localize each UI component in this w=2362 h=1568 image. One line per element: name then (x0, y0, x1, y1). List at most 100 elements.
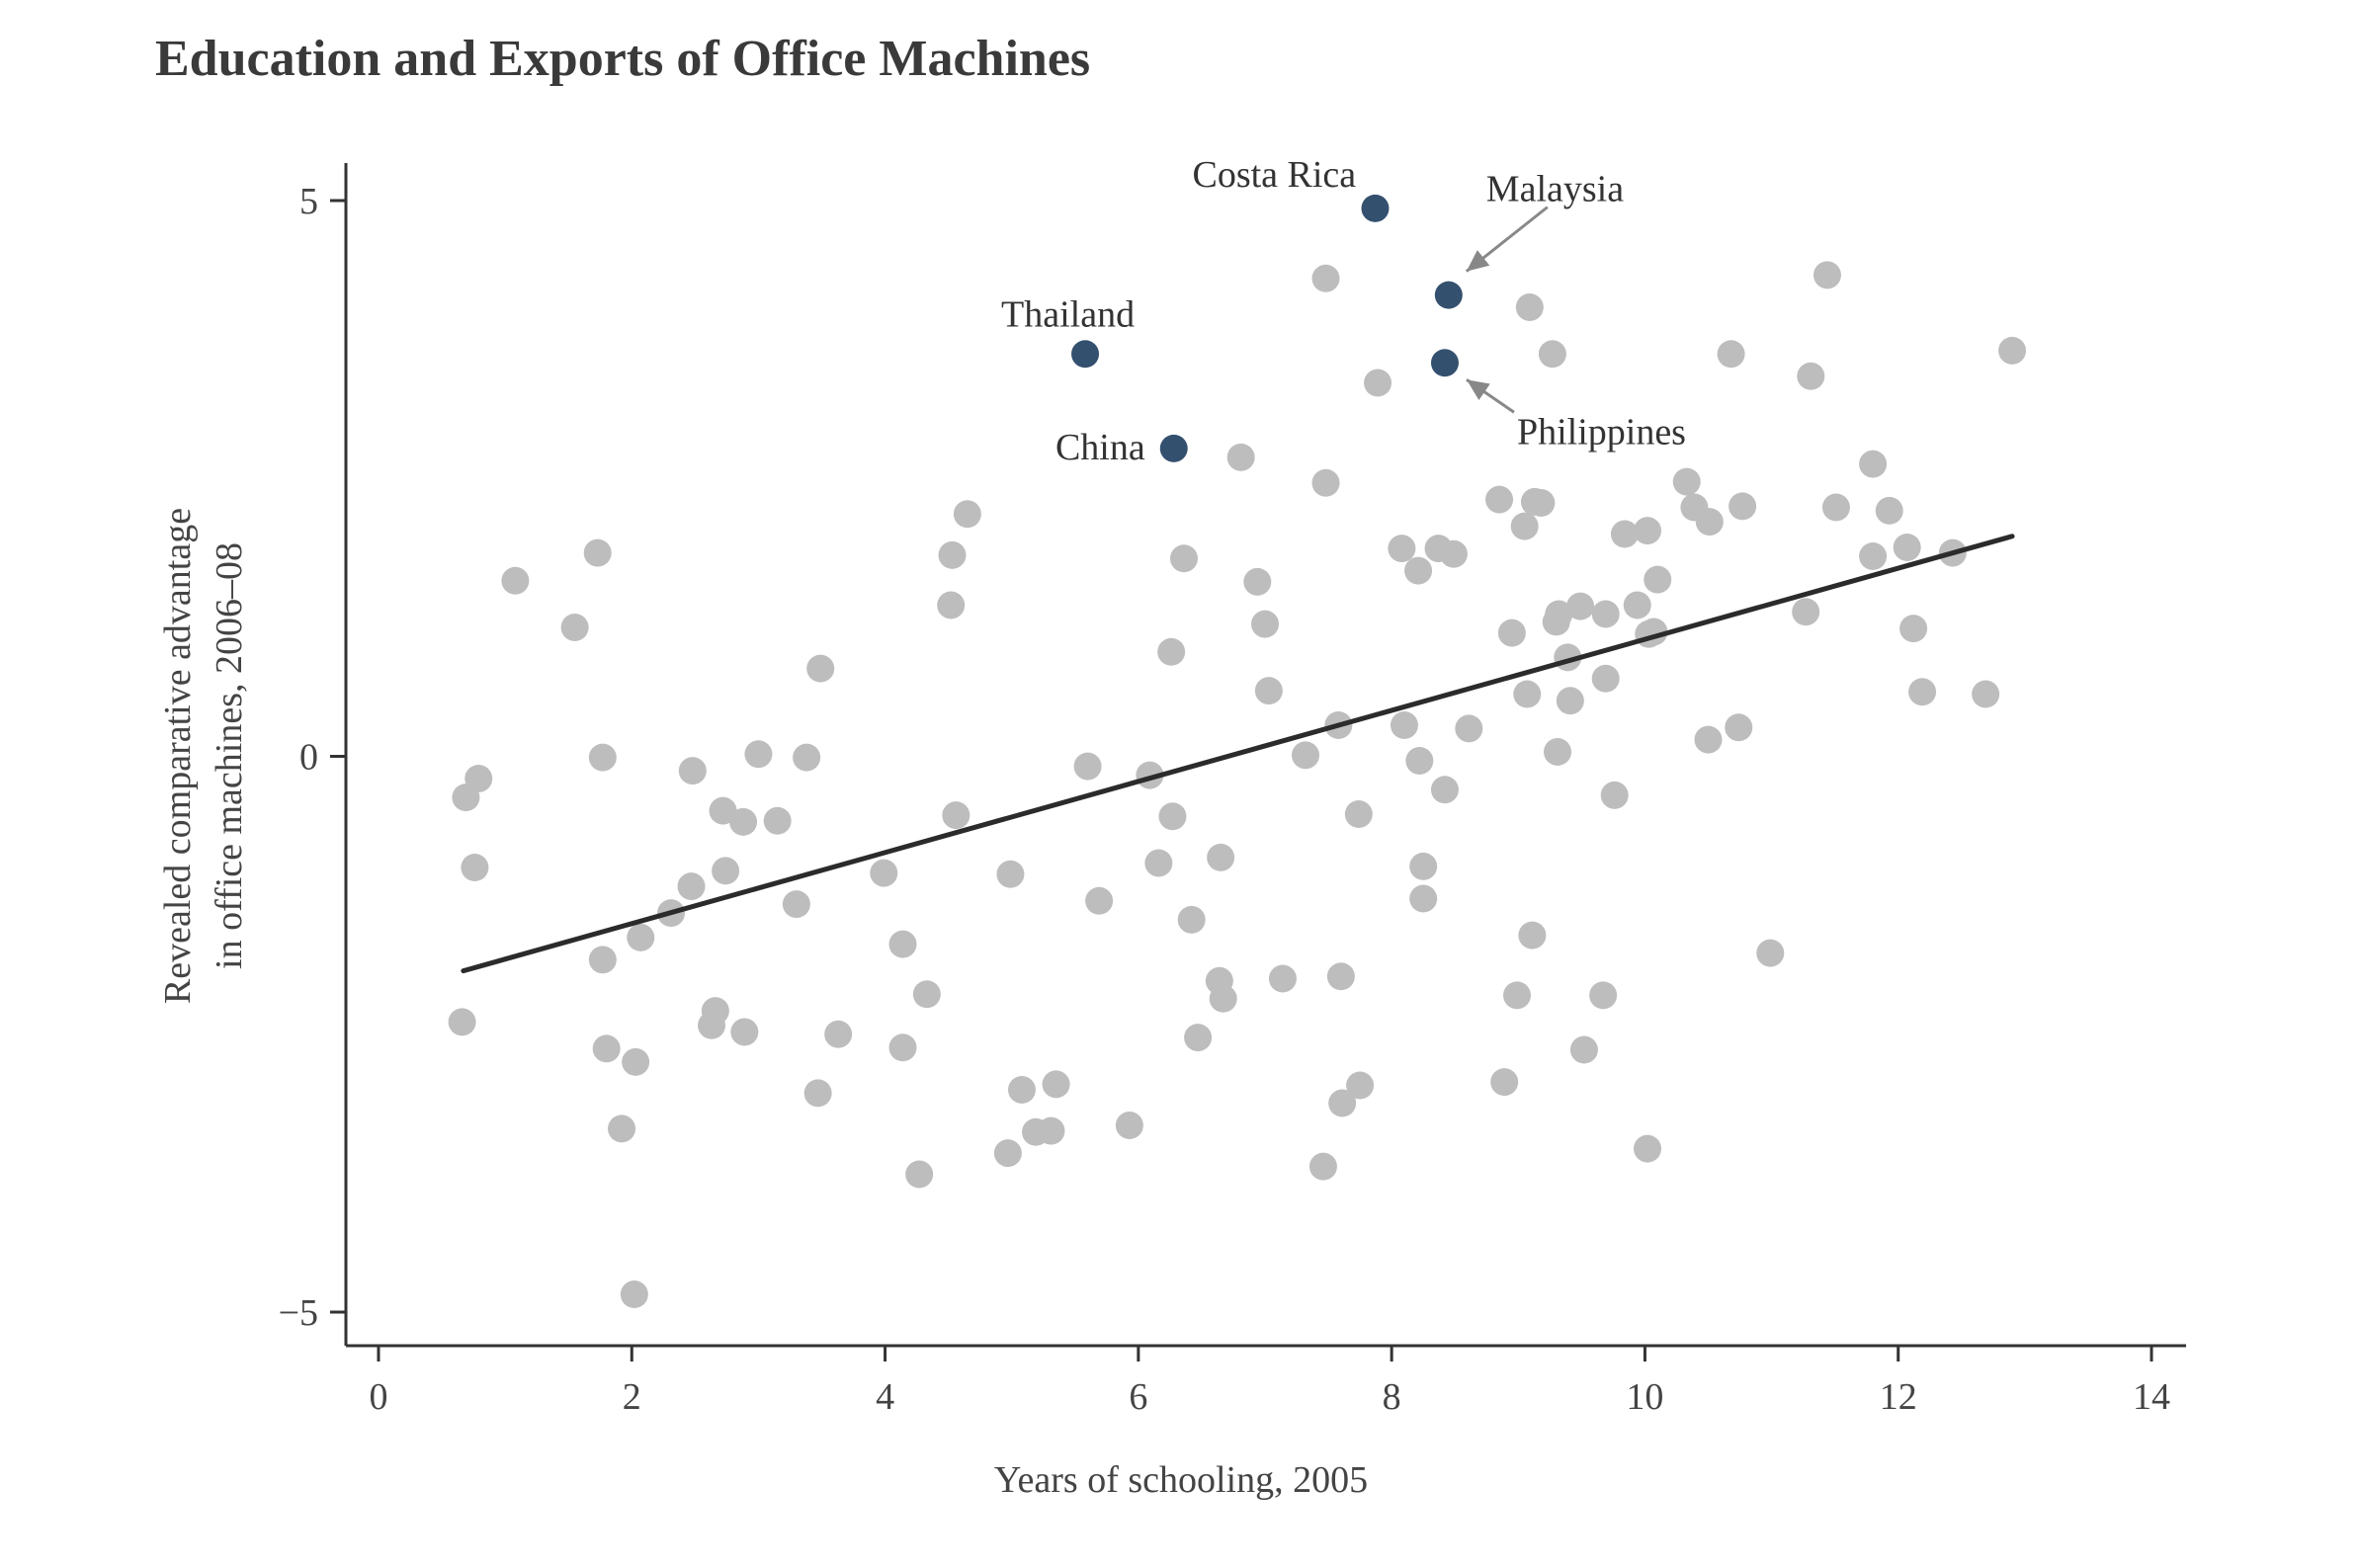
scatter-point (583, 538, 612, 567)
x-tick-label: 12 (1880, 1376, 1917, 1418)
scatter-point (1672, 467, 1701, 496)
scatter-point (1177, 905, 1206, 934)
axes: 0 2 4 6 8 10 12 14 5 0 −5 (279, 163, 2186, 1418)
scatter-point (1717, 340, 1745, 369)
scatter-point (464, 765, 493, 792)
scatter-point (1644, 565, 1672, 594)
scatter-point (937, 591, 966, 619)
highlighted-points (1071, 194, 1463, 462)
annotation-label: Philippines (1517, 411, 1686, 453)
scatter-point (1510, 512, 1539, 540)
scatter-point (622, 1047, 650, 1076)
scatter-point (870, 859, 898, 887)
scatter-point (729, 807, 758, 836)
scatter-point (1439, 539, 1468, 568)
scatter-point (1893, 534, 1921, 561)
scatter-point (888, 930, 917, 958)
scatter-point (709, 796, 737, 825)
scatter-point (1207, 843, 1235, 871)
scatter-point (1695, 508, 1724, 536)
scatter-point (1503, 981, 1532, 1010)
scatter-point (1792, 598, 1820, 626)
scatter-point (448, 1008, 476, 1036)
scatter-point (993, 1139, 1022, 1168)
x-tick-label: 4 (876, 1376, 894, 1418)
scatter-point (1326, 962, 1355, 991)
scatter-point (1430, 776, 1459, 804)
trend-line (461, 534, 2015, 974)
scatter-point (560, 614, 589, 641)
scatter-point (1538, 340, 1566, 369)
scatter-point (1404, 556, 1433, 585)
scatter-point (905, 1160, 934, 1189)
scatter-point (701, 997, 729, 1026)
scatter-point (627, 923, 655, 951)
x-tick-label: 0 (370, 1376, 388, 1418)
scatter-points (448, 261, 2027, 1308)
scatter-point (608, 1114, 636, 1143)
y-axis-label: Revealed comparative advantage in office… (157, 508, 250, 1004)
scatter-point (1390, 711, 1418, 739)
scatter-point (1600, 781, 1629, 809)
scatter-point (1899, 615, 1928, 643)
scatter-point (744, 740, 773, 769)
scatter-point (1756, 939, 1785, 967)
x-tick-label: 6 (1129, 1376, 1147, 1418)
scatter-point (1797, 362, 1825, 390)
scatter-point (1633, 1134, 1661, 1163)
scatter-point (1144, 849, 1173, 877)
scatter-point (824, 1020, 853, 1048)
scatter-point (1073, 752, 1102, 781)
scatter-point (1455, 714, 1483, 743)
scatter-point (1209, 984, 1237, 1013)
scatter-point (1623, 591, 1651, 619)
scatter-point (1556, 687, 1584, 715)
scatter-point (677, 872, 706, 901)
annotations: Costa Rica Malaysia Thailand Philippines Chi… (1001, 154, 1686, 468)
scatter-point (1157, 637, 1186, 666)
scatter-point (793, 743, 821, 772)
scatter-point (1729, 492, 1757, 521)
y-axis-label-line-1: Revealed comparative advantage (157, 508, 199, 1004)
x-axis-label: Years of schooling, 2005 (994, 1459, 1368, 1501)
scatter-point (1292, 741, 1320, 770)
y-tick-label: 0 (299, 737, 318, 779)
scatter-point (1859, 450, 1888, 478)
scatter-point (1518, 921, 1547, 949)
scatter-point (942, 801, 970, 830)
scatter-point (1545, 600, 1573, 628)
x-tick-label: 14 (2133, 1376, 2170, 1418)
scatter-point (1813, 261, 1841, 289)
highlight-point (1434, 281, 1463, 309)
annotation-label: Thailand (1001, 293, 1135, 335)
scatter-point (1184, 1024, 1213, 1052)
scatter-point (1513, 680, 1542, 708)
scatter-point (1485, 485, 1514, 514)
scatter-point (1007, 1076, 1036, 1104)
scatter-point (588, 946, 617, 974)
scatter-point (1042, 1070, 1070, 1099)
scatter-point (1037, 1116, 1065, 1145)
scatter-point (1972, 680, 2000, 708)
scatter-point (1998, 336, 2027, 365)
scatter-point (588, 743, 617, 772)
scatter-point (803, 1079, 832, 1108)
x-tick-label: 10 (1626, 1376, 1663, 1418)
scatter-point (1515, 293, 1544, 321)
scatter-point (592, 1034, 621, 1063)
scatter-point (1610, 520, 1639, 548)
philippines-arrow (1466, 378, 1515, 414)
scatter-point (938, 540, 967, 569)
scatter-point (1169, 544, 1198, 573)
scatter-point (1328, 1089, 1357, 1117)
scatter-point (1490, 1068, 1519, 1097)
scatter-point (1566, 592, 1595, 620)
scatter-point (1694, 725, 1723, 754)
scatter-point (1311, 264, 1340, 292)
y-tick-label: 5 (299, 181, 318, 222)
scatter-point (1388, 535, 1416, 563)
highlight-point (1430, 349, 1459, 377)
scatter-point (712, 857, 740, 885)
scatter-point (501, 566, 530, 595)
